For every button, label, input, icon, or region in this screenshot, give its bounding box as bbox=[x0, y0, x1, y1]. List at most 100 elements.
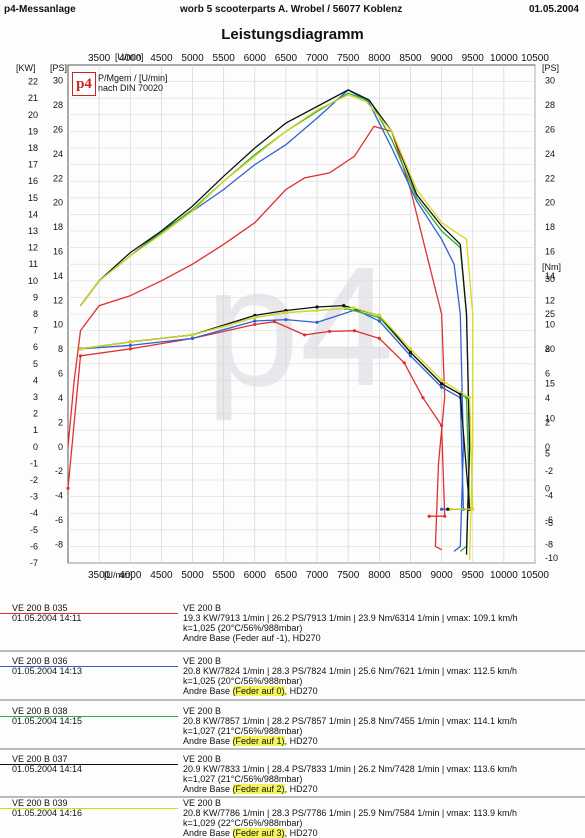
kw-tick-label: 15 bbox=[28, 193, 38, 203]
ps-tick-label-left: 16 bbox=[53, 247, 63, 257]
logo-line-1: P/Mgem / [U/min] bbox=[98, 73, 168, 83]
record-setup: Andre Base (Feder auf 2), HD270 bbox=[183, 784, 583, 794]
record-conditions: k=1,029 (22°C/56%/988mbar) bbox=[183, 818, 303, 828]
ps-tick-label-left: -2 bbox=[55, 466, 63, 476]
kw-tick-label: 21 bbox=[28, 93, 38, 103]
x-tick-label-bottom: 10000 bbox=[490, 570, 518, 581]
torque-point-4 bbox=[128, 340, 132, 344]
record-setup: Andre Base (Feder auf 0), HD270 bbox=[183, 686, 583, 696]
ps-tick-label-left: 12 bbox=[53, 295, 63, 305]
record-color-line bbox=[0, 666, 178, 667]
torque-point-0 bbox=[402, 361, 406, 365]
torque-point-4 bbox=[78, 347, 83, 351]
ps-tick-label-left: 0 bbox=[58, 442, 63, 452]
ps-tick-label-left: 10 bbox=[53, 320, 63, 330]
torque-point-4 bbox=[315, 308, 319, 313]
ps-tick-label-right: 18 bbox=[545, 222, 555, 232]
x-tick-label-top: 8500 bbox=[399, 53, 422, 64]
setup-jet: , HD270 bbox=[284, 736, 318, 746]
ps-tick-label-right: 2 bbox=[545, 417, 550, 427]
record-conditions: k=1,025 (20°C/56%/988mbar) bbox=[183, 623, 303, 633]
x-tick-label-top: 9500 bbox=[462, 53, 485, 64]
x-tick-label-top: 6000 bbox=[244, 53, 267, 64]
torque-point-4 bbox=[468, 396, 472, 400]
x-tick-label-bottom: 6500 bbox=[275, 570, 298, 581]
x-tick-label-bottom: 7000 bbox=[306, 570, 329, 581]
record-conditions: k=1,027 (21°C/56%/988mbar) bbox=[183, 774, 303, 784]
ps-tick-label-left: 4 bbox=[58, 393, 63, 403]
ps-tick-label-left: 8 bbox=[58, 344, 63, 354]
record-date: 01.05.2004 14:14 bbox=[12, 764, 83, 774]
setup-base: Andre Base bbox=[183, 633, 233, 643]
rpm-unit-label-top: [U/min] bbox=[115, 52, 144, 62]
setup-spring: (Feder auf -1) bbox=[232, 633, 288, 643]
kw-tick-label: 19 bbox=[28, 126, 38, 136]
record-conditions: k=1,027 (21°C/56%/988mbar) bbox=[183, 726, 303, 736]
record-values: 20.8 KW/7824 1/min | 28.3 PS/7824 1/min … bbox=[183, 666, 518, 676]
setup-jet: , HD270 bbox=[287, 633, 321, 643]
power-curve-3 bbox=[79, 89, 471, 555]
ps-unit-label-right: [PS] bbox=[542, 63, 560, 73]
torque-point-4 bbox=[471, 507, 475, 511]
torque-point-1 bbox=[253, 319, 257, 323]
record-id: VE 200 B 036 bbox=[12, 656, 68, 666]
torque-point-0 bbox=[440, 423, 444, 428]
ps-unit-label-left: [PS] bbox=[50, 63, 68, 73]
kw-tick-label: 8 bbox=[33, 309, 38, 319]
record-id: VE 200 B 037 bbox=[12, 754, 68, 764]
kw-tick-label: 12 bbox=[28, 243, 38, 253]
x-tick-label-bottom: 8000 bbox=[368, 570, 391, 581]
x-tick-label-top: 7500 bbox=[337, 53, 360, 64]
kw-tick-label: 10 bbox=[28, 276, 38, 286]
torque-point-3 bbox=[342, 304, 346, 308]
record-color-line bbox=[0, 613, 178, 614]
kw-tick-label: -7 bbox=[30, 558, 38, 568]
chart-title: Leistungsdiagramm bbox=[221, 26, 364, 43]
ps-tick-label-left: 14 bbox=[53, 271, 63, 281]
divider bbox=[0, 650, 585, 652]
x-tick-label-top: 4000 bbox=[119, 53, 142, 64]
torque-point-1 bbox=[408, 354, 413, 358]
x-tick-label-bottom: 4000 bbox=[119, 570, 142, 581]
record-date: 01.05.2004 14:11 bbox=[12, 613, 82, 623]
watermark-p4: p4 bbox=[205, 232, 394, 422]
ps-tick-label-right: -6 bbox=[545, 515, 553, 525]
torque-point-0 bbox=[377, 336, 381, 341]
torque-point-1 bbox=[315, 320, 319, 324]
x-tick-label-top: 5000 bbox=[181, 53, 204, 64]
torque-point-4 bbox=[377, 313, 381, 317]
torque-point-4 bbox=[440, 378, 444, 382]
rpm-unit-label-bottom: [U/min] bbox=[104, 570, 133, 580]
x-tick-label-top: 4500 bbox=[150, 53, 173, 64]
torque-point-0 bbox=[272, 320, 276, 324]
kw-tick-label: -2 bbox=[30, 475, 38, 485]
power-chart: p435003500400040004500450050005000550055… bbox=[28, 53, 558, 581]
torque-point-0 bbox=[78, 354, 83, 358]
kw-tick-label: -5 bbox=[30, 525, 38, 535]
x-tick-label-top: 5500 bbox=[213, 53, 236, 64]
ps-tick-label-right: -4 bbox=[545, 491, 553, 501]
ps-tick-label-left: -8 bbox=[55, 539, 63, 549]
x-tick-label-bottom: 6000 bbox=[244, 570, 267, 581]
ps-tick-label-right: -2 bbox=[545, 466, 553, 476]
torque-point-0 bbox=[128, 347, 132, 351]
record-model: VE 200 B bbox=[183, 656, 222, 666]
record-color-line bbox=[0, 764, 178, 765]
ps-tick-label-right: 6 bbox=[545, 369, 550, 379]
ps-tick-label-right: 14 bbox=[545, 271, 555, 281]
nm-tick-label: -5 bbox=[545, 518, 553, 528]
kw-tick-label: 4 bbox=[33, 375, 38, 385]
ps-tick-label-left: 28 bbox=[53, 100, 63, 110]
setup-spring: (Feder auf 3) bbox=[232, 828, 285, 838]
x-tick-label-top: 7000 bbox=[306, 53, 329, 64]
ps-tick-label-right: 12 bbox=[545, 295, 555, 305]
x-tick-label-top: 6500 bbox=[275, 53, 298, 64]
record-color-line bbox=[0, 716, 178, 717]
torque-point-4 bbox=[351, 306, 356, 310]
torque-point-4 bbox=[449, 507, 453, 511]
record-conditions: k=1,025 (20°C/56%/988mbar) bbox=[183, 676, 303, 686]
record-date: 01.05.2004 14:13 bbox=[12, 666, 83, 676]
record-model: VE 200 B bbox=[183, 706, 222, 716]
setup-spring: (Feder auf 0) bbox=[232, 686, 285, 696]
torque-point-0 bbox=[443, 514, 447, 518]
